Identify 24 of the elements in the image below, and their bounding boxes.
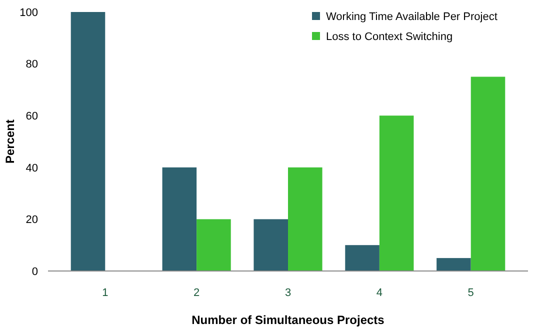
x-axis-title: Number of Simultaneous Projects [192, 313, 385, 327]
legend-label: Working Time Available Per Project [326, 10, 498, 23]
y-tick-label: 40 [26, 162, 38, 174]
x-tick-label: 1 [102, 287, 108, 299]
bar [436, 258, 471, 271]
bar [379, 116, 414, 271]
x-tick-label: 2 [194, 287, 200, 299]
y-tick-label: 60 [26, 110, 38, 122]
x-tick-label: 3 [284, 287, 292, 299]
bar [288, 167, 322, 271]
bar [345, 245, 380, 271]
y-tick-label: 80 [26, 58, 38, 71]
y-tick-label: 20 [26, 214, 38, 226]
bar [162, 167, 197, 271]
y-tick-label: 0 [32, 266, 38, 278]
x-tick-label: 4 [376, 287, 382, 299]
y-axis-title: Percent [3, 119, 17, 164]
legend-label: Loss to Context Switching [326, 30, 453, 43]
bar [254, 219, 288, 271]
bar [470, 76, 506, 271]
bar [70, 12, 106, 271]
x-tick-label: 5 [468, 287, 474, 299]
bar [196, 219, 231, 271]
y-tick-label: 100 [20, 6, 38, 19]
